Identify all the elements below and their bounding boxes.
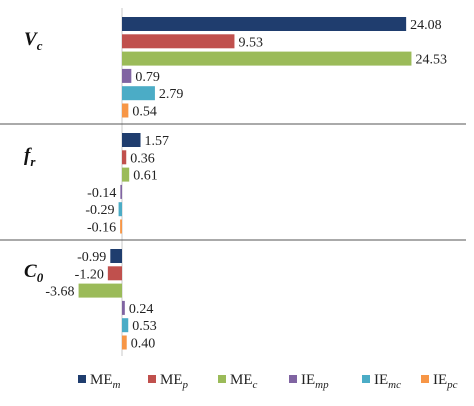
value-label: 9.53: [238, 35, 262, 50]
legend-label: MEc: [230, 372, 258, 391]
value-label: 0.36: [130, 151, 155, 166]
legend-swatch: [362, 375, 370, 383]
legend-label: MEp: [160, 372, 189, 391]
bar: [122, 34, 235, 49]
legend-label-subscript: mp: [315, 379, 329, 391]
legend-swatch: [148, 375, 156, 383]
value-label: -3.68: [45, 285, 74, 300]
bar: [120, 184, 122, 199]
bar: [122, 51, 412, 66]
group-label: fr: [24, 145, 36, 169]
legend-label-subscript: p: [182, 379, 189, 391]
group-label-subscript: r: [30, 154, 36, 169]
value-label: -1.20: [75, 267, 104, 282]
value-label: 2.79: [159, 87, 184, 102]
bar: [122, 103, 129, 118]
bar: [122, 133, 141, 147]
value-label: 24.08: [410, 18, 442, 33]
legend-swatch: [218, 375, 226, 383]
bar: [110, 249, 122, 263]
group-label-subscript: 0: [37, 270, 44, 285]
bar: [78, 283, 122, 298]
legend-label-subscript: m: [113, 379, 121, 391]
value-label: 24.53: [415, 53, 447, 68]
legend-label: IEmp: [301, 372, 329, 391]
bar: [122, 300, 125, 315]
value-label: 1.57: [145, 134, 170, 149]
group-label: C0: [24, 261, 44, 285]
legend-label: IEpc: [433, 372, 458, 391]
value-label: -0.16: [87, 221, 116, 236]
value-label: 0.61: [133, 169, 158, 184]
bar: [122, 150, 127, 165]
value-labels-layer: 24.08 9.53 24.53 0.79 2.790.54 1.57 0.36 0.61 -0…: [45, 18, 447, 352]
legend-swatch: [78, 375, 86, 383]
bar: [122, 335, 127, 350]
legend-label-subscript: pc: [446, 379, 458, 391]
legend-swatch: [421, 375, 429, 383]
legend-label-subscript: c: [253, 379, 258, 391]
legend-swatch: [289, 375, 297, 383]
legend: MEm MEp MEc IEmp IEmc IEpc: [78, 372, 458, 391]
legend-label-subscript: mc: [388, 379, 401, 391]
legend-label: MEm: [90, 372, 121, 391]
bar: [122, 68, 132, 83]
group-label: Vc: [24, 29, 43, 53]
bar: [122, 167, 130, 182]
bars-layer: [78, 17, 412, 350]
value-label: 0.24: [129, 302, 154, 317]
value-label: -0.14: [87, 186, 116, 201]
value-label: 0.54: [132, 105, 157, 120]
group-label-subscript: c: [37, 38, 43, 53]
bar: [122, 318, 129, 333]
value-label: 0.79: [135, 70, 160, 85]
bar: [118, 202, 122, 217]
value-label: -0.99: [77, 250, 106, 265]
bar: [122, 17, 407, 31]
value-label: 0.40: [131, 337, 156, 352]
value-label: -0.29: [85, 203, 114, 218]
legend-label: IEmc: [374, 372, 401, 391]
bar: [122, 86, 155, 101]
group-labels-layer: Vc fr C0: [24, 29, 44, 285]
value-label: 0.53: [132, 319, 157, 334]
bar: [120, 219, 122, 234]
bar: [107, 266, 122, 281]
